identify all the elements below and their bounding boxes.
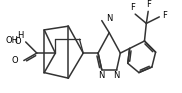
Text: N: N (99, 71, 105, 80)
Text: F: F (146, 0, 151, 9)
Text: O: O (14, 37, 21, 46)
Text: O: O (12, 56, 18, 65)
Text: F: F (130, 3, 135, 12)
Text: F: F (162, 11, 167, 20)
Text: OH: OH (5, 36, 18, 45)
Text: N: N (106, 14, 112, 23)
Text: H: H (17, 31, 24, 40)
Text: N: N (113, 71, 120, 80)
